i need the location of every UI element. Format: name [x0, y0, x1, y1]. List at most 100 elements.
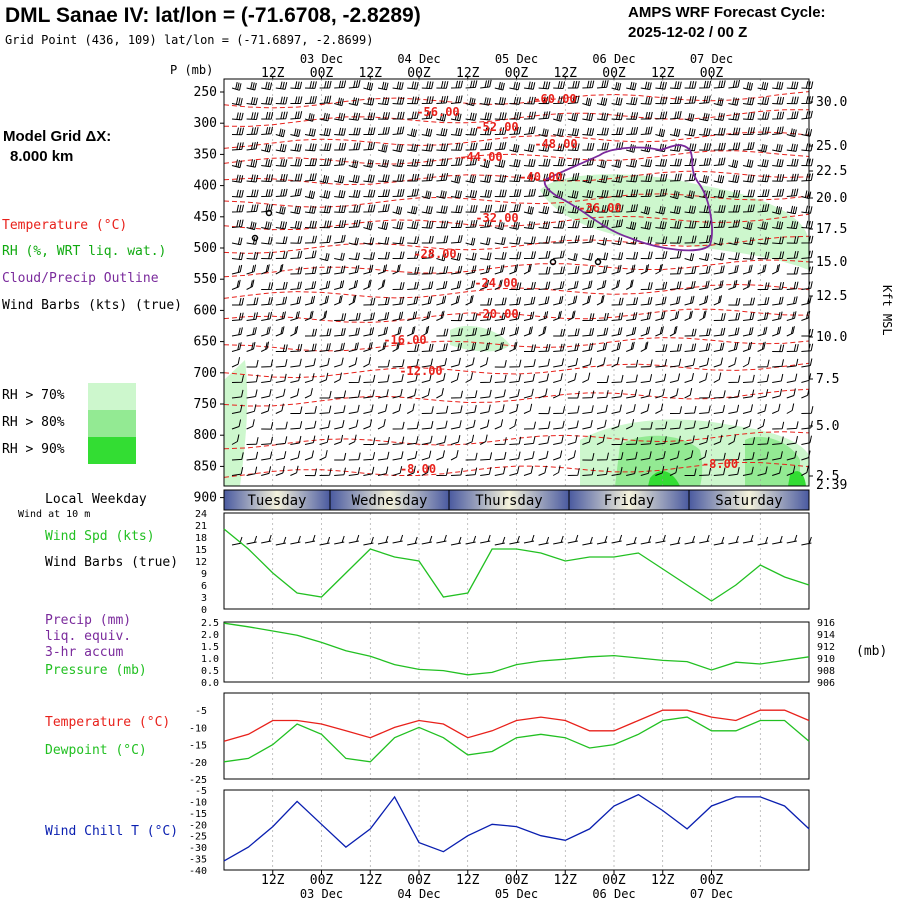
- wind-barb: [363, 437, 376, 445]
- wind-barb: [319, 343, 331, 352]
- wind-barb: [480, 342, 490, 352]
- wind-barb: [334, 405, 346, 414]
- wind-barb: [625, 279, 634, 290]
- wind-barb: [421, 235, 434, 244]
- wind-barb: [698, 310, 707, 321]
- wind-barb: [713, 295, 722, 306]
- wind-barb: [772, 281, 785, 290]
- wind-barb: [246, 437, 259, 445]
- wind-barb: [582, 234, 594, 244]
- height-tick-label: 10.0: [816, 330, 847, 345]
- wind-barb: [319, 235, 332, 244]
- wind-chill-tick: -30: [189, 843, 207, 854]
- pressure-tick-right: 912: [817, 642, 835, 653]
- wind-barb: [407, 188, 419, 197]
- wind-barb: [480, 252, 492, 261]
- wind-barb: [480, 389, 492, 399]
- wind-barb: [304, 420, 317, 430]
- wind-barb: [377, 389, 389, 399]
- wind-barb: [231, 142, 244, 151]
- wind-barb: [596, 357, 606, 368]
- wind-barb: [684, 128, 696, 137]
- wind-barb: [392, 296, 405, 306]
- wind-barb: [348, 404, 360, 414]
- wind-barb: [319, 174, 330, 184]
- wind-barb: [611, 419, 621, 430]
- wind-barb: [742, 312, 755, 321]
- wind-barb: [377, 341, 387, 352]
- wind-barb: [553, 435, 564, 445]
- model-grid-label: Model Grid ΔX:: [3, 128, 112, 145]
- bottom-time-label: 00Z: [407, 873, 431, 888]
- wind-barb: [757, 251, 770, 260]
- wind-barb: [480, 219, 492, 228]
- weekday-label: Friday: [604, 493, 655, 509]
- wind-barb: [246, 159, 258, 168]
- wind-barb: [509, 174, 522, 183]
- wind-barb: [465, 142, 478, 151]
- wind-barb: [742, 174, 755, 183]
- wind-barb: [246, 141, 259, 151]
- wind-barb: [348, 204, 361, 213]
- wind-barb: [640, 311, 652, 321]
- wind-barb: [261, 403, 271, 414]
- wind-barb: [261, 359, 274, 368]
- wind-barb: [669, 465, 678, 476]
- wind-barb: [523, 263, 532, 275]
- wind-barb: [567, 190, 579, 199]
- wind-barb: [363, 374, 376, 383]
- height-tick-label: 12.5: [816, 289, 847, 304]
- isotherm-label: -60.00: [533, 92, 576, 106]
- wind-barb: [523, 465, 534, 476]
- wind-barb: [523, 436, 536, 445]
- wind-barb: [436, 80, 449, 89]
- wind-barb: [699, 143, 712, 151]
- wind-barb: [786, 296, 798, 306]
- bottom-time-label: 00Z: [700, 873, 724, 888]
- wind-barb: [465, 434, 475, 445]
- precip-sub2: 3-hr accum: [45, 645, 124, 660]
- wind-barb: [640, 96, 653, 105]
- wind-barb: [246, 419, 255, 430]
- pressure-tick-label: 350: [194, 147, 217, 162]
- wind-barb: [684, 328, 697, 337]
- wind-barb: [611, 342, 622, 352]
- wind-barb: [494, 96, 506, 106]
- wind-barb: [772, 359, 784, 368]
- wind-barb: [757, 221, 768, 230]
- wind-barb: [611, 219, 624, 228]
- wind-barb: [772, 344, 785, 353]
- wind-barb: [290, 343, 303, 352]
- wind-barb: [363, 419, 373, 430]
- wind-barb: [669, 266, 682, 275]
- surface-wind-barb: [334, 535, 345, 545]
- wind-barb: [567, 435, 578, 445]
- wind-barb: [523, 221, 536, 230]
- wind-barb: [334, 127, 346, 136]
- wind-barb: [421, 143, 434, 152]
- wind-barb: [655, 173, 668, 182]
- wind-barb: [319, 190, 331, 199]
- wind-barb: [640, 374, 653, 383]
- temperature-tick: -5: [195, 706, 207, 717]
- wind-barb: [538, 326, 547, 337]
- wind-barb: [655, 220, 667, 230]
- wind-barb: [231, 357, 241, 368]
- wind-barb: [626, 204, 638, 213]
- wind-barb: [509, 126, 522, 135]
- wind-barb: [275, 326, 285, 337]
- wind-barb: [596, 390, 609, 399]
- wind-barb: [377, 418, 386, 430]
- wind-barb: [669, 158, 682, 167]
- wind-barb: [334, 452, 347, 461]
- wind-barb: [524, 344, 536, 352]
- wind-barb: [567, 265, 580, 275]
- wind-barb: [246, 112, 259, 120]
- wind-barb: [523, 359, 536, 368]
- wind-barb: [640, 264, 650, 275]
- wind-barb: [684, 372, 694, 383]
- wind-barb: [436, 450, 445, 461]
- wind-barb: [231, 219, 244, 228]
- wind-barb: [626, 436, 639, 445]
- wind-barb: [407, 128, 417, 138]
